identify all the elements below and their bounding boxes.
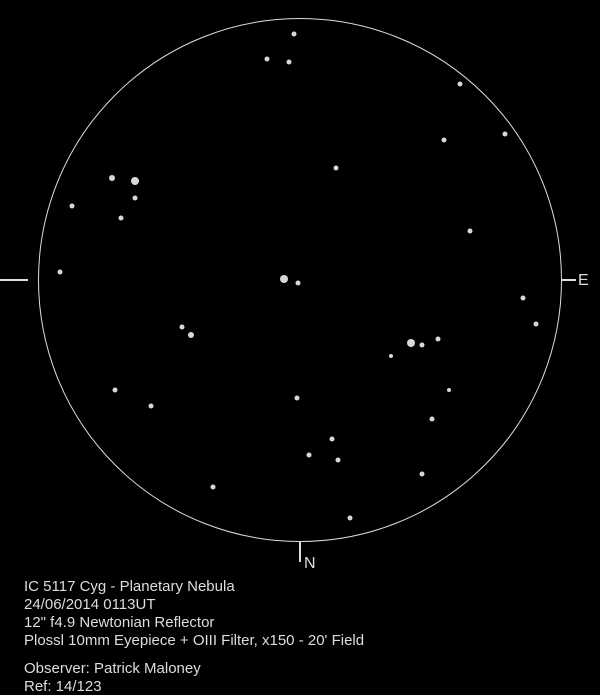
- star: [420, 472, 425, 477]
- west-tick: [0, 279, 28, 281]
- star: [430, 417, 435, 422]
- star: [503, 132, 508, 137]
- telescope: 12" f4.9 Newtonian Reflector: [24, 614, 214, 631]
- north-tick: [299, 542, 301, 562]
- star: [334, 166, 339, 171]
- star: [292, 32, 297, 37]
- star: [287, 60, 292, 65]
- star: [442, 138, 447, 143]
- star: [468, 229, 473, 234]
- star: [149, 404, 154, 409]
- star: [119, 216, 124, 221]
- ref: Ref: 14/123: [24, 678, 102, 695]
- star: [113, 388, 118, 393]
- star: [180, 325, 185, 330]
- star: [534, 322, 539, 327]
- star: [307, 453, 312, 458]
- star: [109, 175, 115, 181]
- star: [336, 458, 341, 463]
- star: [436, 337, 441, 342]
- object-title: IC 5117 Cyg - Planetary Nebula: [24, 578, 235, 595]
- sketch-container: N E IC 5117 Cyg - Planetary Nebula 24/06…: [0, 0, 600, 695]
- east-tick: [562, 279, 576, 281]
- star: [296, 281, 301, 286]
- star: [188, 332, 194, 338]
- north-label: N: [304, 555, 316, 573]
- star: [447, 388, 451, 392]
- star: [348, 516, 353, 521]
- star: [211, 485, 216, 490]
- observer: Observer: Patrick Maloney: [24, 660, 201, 677]
- star: [330, 437, 335, 442]
- star: [280, 275, 288, 283]
- east-label: E: [578, 272, 589, 290]
- star: [389, 354, 393, 358]
- datetime: 24/06/2014 0113UT: [24, 596, 156, 613]
- star: [407, 339, 415, 347]
- star: [133, 196, 138, 201]
- star: [58, 270, 63, 275]
- star: [458, 82, 463, 87]
- star: [131, 177, 139, 185]
- star: [265, 57, 270, 62]
- star: [295, 396, 300, 401]
- star: [521, 296, 526, 301]
- eyepiece: Plossl 10mm Eyepiece + OIII Filter, x150…: [24, 632, 364, 649]
- field-of-view-circle: [38, 18, 562, 542]
- star: [420, 343, 425, 348]
- star: [70, 204, 75, 209]
